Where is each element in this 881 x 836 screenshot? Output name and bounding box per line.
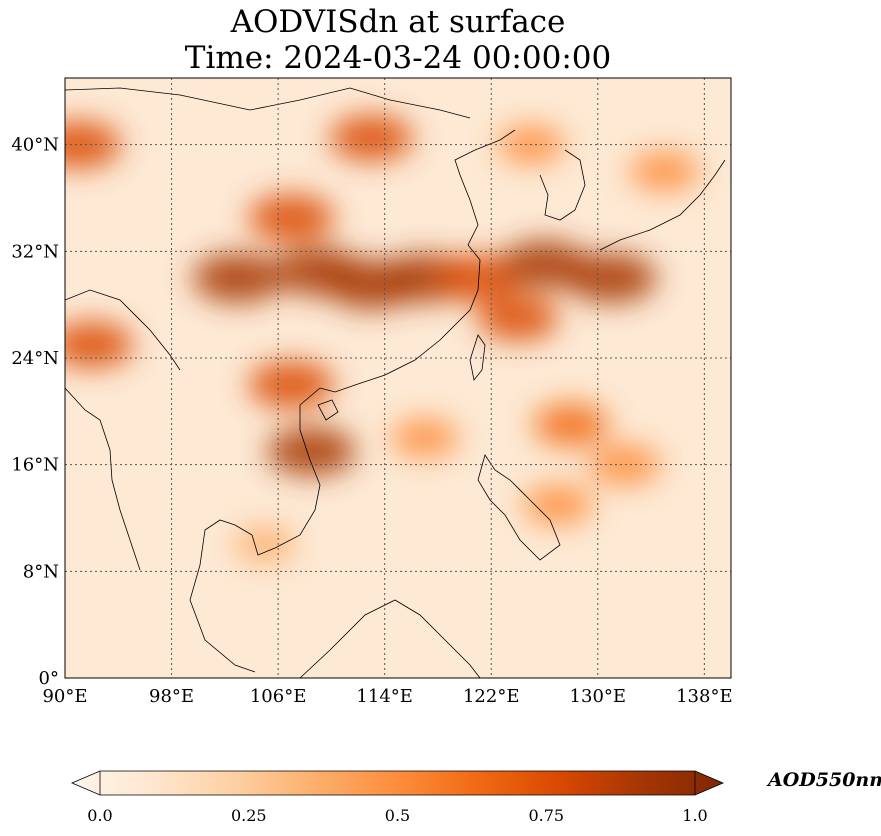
- longitude-labels: 90°E 98°E 106°E 114°E 122°E 130°E 138°E: [42, 686, 732, 707]
- vietnam-coastline: [251, 387, 321, 556]
- latitude-tick-label: 8°N: [23, 561, 59, 582]
- colorbar-label: AOD550nm: [768, 769, 881, 791]
- longitude-tick-label: 130°E: [570, 686, 627, 707]
- aod-blob: [533, 403, 609, 446]
- aod-blob: [329, 115, 413, 161]
- colorbar-tick-label: 0.0: [87, 806, 113, 825]
- mongolia-border: [65, 87, 471, 119]
- aod-blob: [477, 295, 559, 341]
- aod-blob: [267, 427, 356, 476]
- longitude-tick-label: 90°E: [42, 686, 87, 707]
- taiwan-coastline: [469, 334, 486, 381]
- longitude-tick-label: 138°E: [676, 686, 733, 707]
- aod-blob: [435, 254, 521, 302]
- japan-coastline: [599, 159, 726, 251]
- map-title: AODVISdn at surface: [230, 4, 566, 40]
- borneo-coastline: [299, 599, 481, 678]
- colorbar-tick-label: 0.25: [230, 806, 267, 825]
- indochina-coastline: [189, 519, 256, 673]
- latitude-labels: 0° 8°N 16°N 24°N 32°N 40°N: [11, 135, 59, 689]
- aod-blob: [65, 121, 122, 169]
- coastlines: [65, 87, 726, 678]
- aod-blob: [588, 444, 661, 486]
- aod-blob: [65, 321, 134, 368]
- aod-blob: [248, 194, 335, 242]
- latitude-tick-label: 40°N: [11, 135, 59, 156]
- latitude-tick-label: 24°N: [11, 348, 59, 369]
- longitude-tick-label: 114°E: [356, 686, 413, 707]
- longitude-tick-label: 98°E: [149, 686, 194, 707]
- colorbar: [70, 770, 725, 796]
- colorbar-ramp: [70, 770, 725, 796]
- latitude-tick-label: 32°N: [11, 241, 59, 262]
- korea-coastline: [539, 149, 586, 221]
- aod-blob: [629, 151, 700, 192]
- latitude-tick-label: 0°: [39, 668, 59, 689]
- longitude-tick-label: 106°E: [250, 686, 307, 707]
- gridlines: [65, 78, 731, 678]
- colorbar-tick-label: 1.0: [682, 806, 708, 825]
- china-coastline: [319, 129, 516, 393]
- aod-blob: [390, 418, 459, 458]
- hainan-coastline: [317, 399, 339, 421]
- longitude-tick-label: 122°E: [463, 686, 520, 707]
- aod-blob: [248, 361, 335, 409]
- map-timestamp: Time: 2024-03-24 00:00:00: [184, 40, 612, 76]
- aod-blob: [192, 253, 284, 303]
- aod-blob: [522, 484, 593, 525]
- aod-blob: [565, 253, 657, 303]
- colorbar-tick-label: 0.5: [384, 806, 411, 825]
- colorbar-tick-label: 0.75: [528, 806, 565, 825]
- latitude-tick-label: 16°N: [11, 455, 59, 476]
- map-background: [65, 78, 731, 678]
- map-frame: [64, 77, 732, 679]
- philippines-coastline: [477, 454, 561, 561]
- aod-blob: [233, 526, 296, 563]
- aod-field: [65, 115, 700, 563]
